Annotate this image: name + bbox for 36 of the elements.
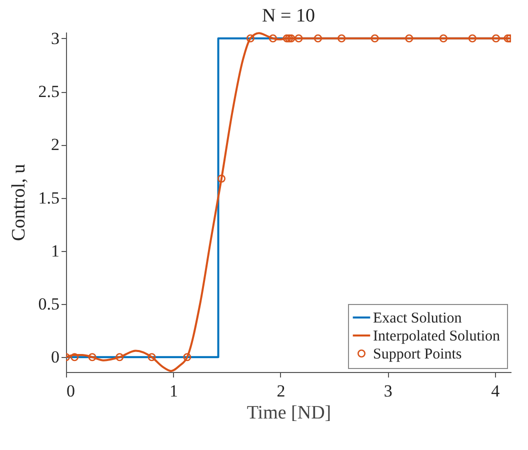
- point: [217, 174, 226, 183]
- point: [246, 34, 254, 42]
- point: [282, 34, 291, 42]
- point: [370, 34, 379, 42]
- point: [70, 353, 79, 362]
- x-axis-title: Time [ND]: [246, 402, 332, 424]
- point: [468, 34, 476, 42]
- point: [116, 353, 124, 362]
- legend-label: Support Points: [373, 346, 462, 362]
- point: [183, 353, 192, 362]
- point: [285, 34, 294, 42]
- chart-title: N = 10: [262, 5, 315, 26]
- point: [439, 34, 448, 42]
- legend-label: Exact Solution: [373, 310, 462, 326]
- legend-label: Interpolated Solution: [373, 328, 501, 344]
- point: [492, 34, 500, 42]
- y-tick-label: 0: [51, 348, 60, 367]
- point: [338, 34, 346, 42]
- y-tick-label: 0.5: [38, 294, 60, 314]
- y-tick-label: 3: [51, 28, 60, 48]
- x-tick-label: 0: [66, 382, 75, 400]
- point: [148, 353, 156, 362]
- y-tick-label: 2: [51, 135, 60, 154]
- x-tick-label: 4: [491, 382, 500, 400]
- point: [88, 353, 96, 362]
- point: [405, 34, 414, 42]
- point: [314, 34, 322, 42]
- y-tick-label: 1: [51, 241, 60, 260]
- y-axis-title: Control, u: [8, 163, 30, 242]
- x-tick-label: 1: [169, 382, 178, 400]
- y-tick-label: 1.5: [38, 188, 60, 208]
- point: [294, 34, 303, 42]
- x-tick-label: 3: [384, 382, 392, 400]
- x-tick-label: 2: [276, 382, 286, 400]
- y-tick-label: 2.5: [38, 82, 60, 101]
- point: [268, 34, 277, 42]
